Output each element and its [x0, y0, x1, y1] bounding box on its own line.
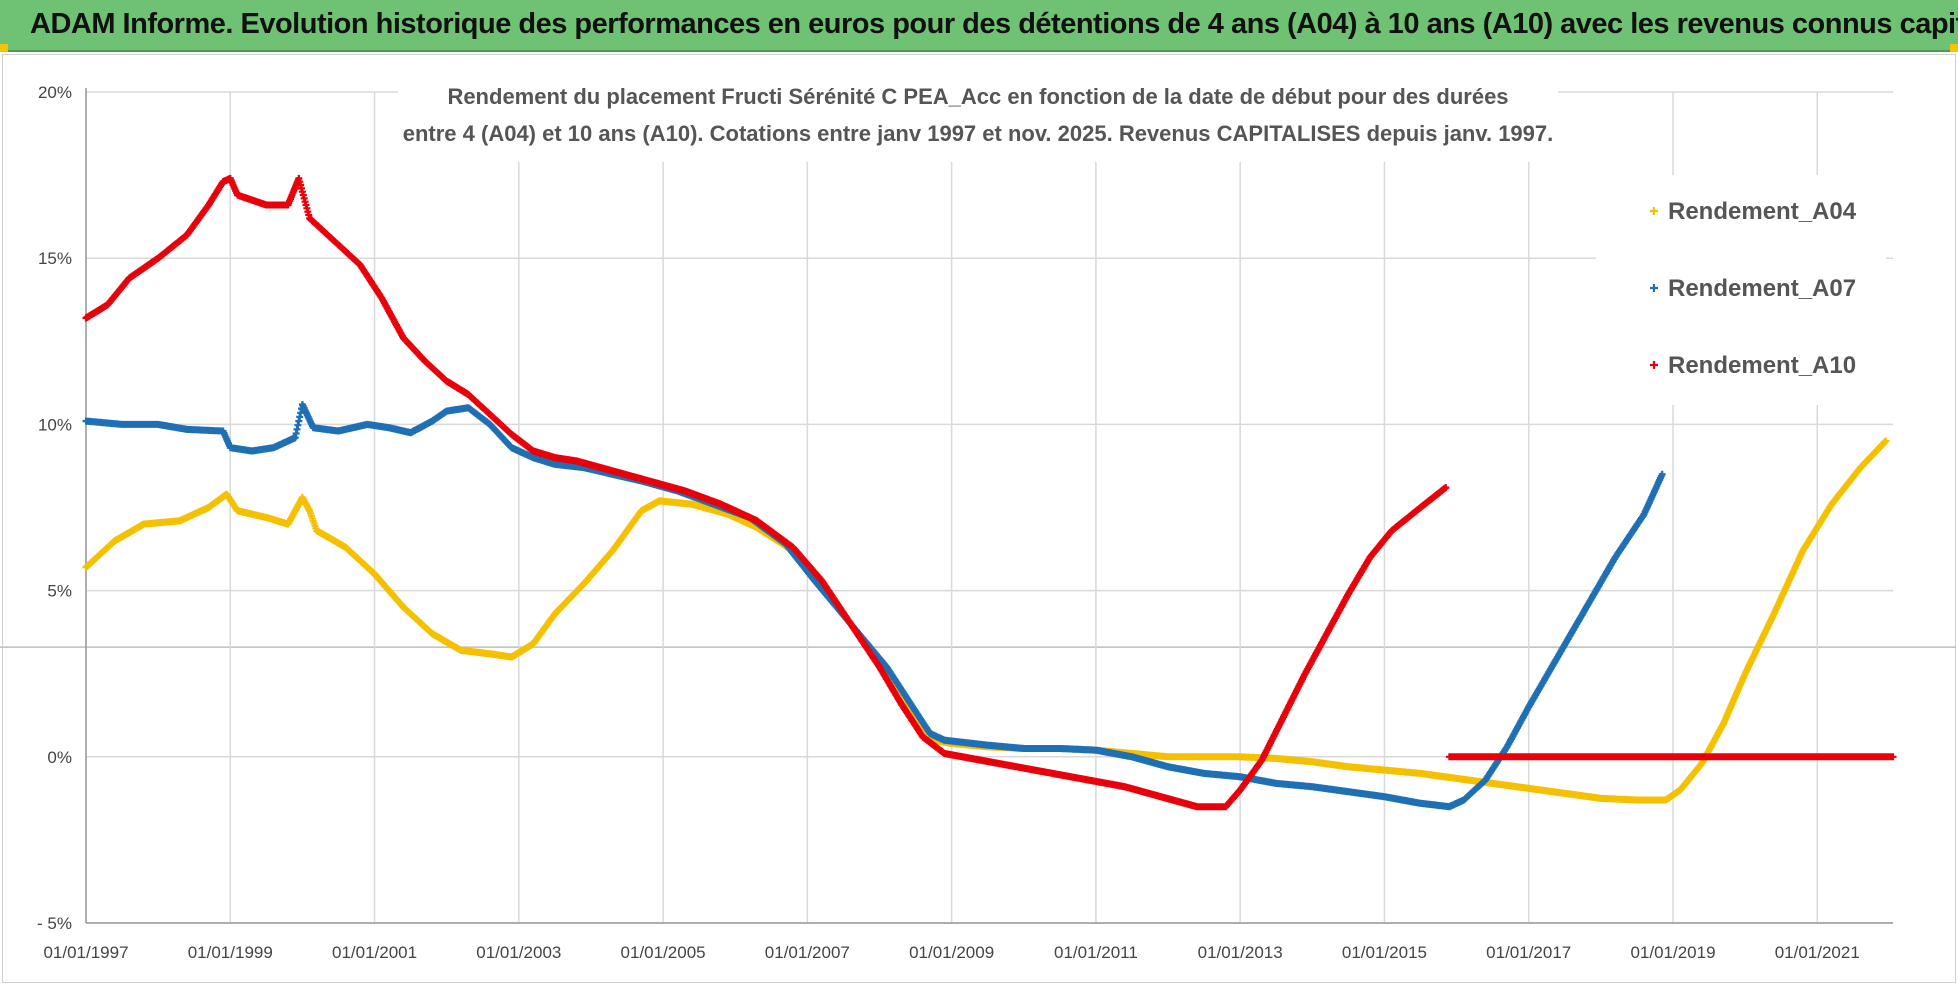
corner-mark-right — [1950, 44, 1958, 52]
legend-label: Rendement_A07 — [1668, 275, 1856, 302]
legend-label: Rendement_A10 — [1668, 352, 1856, 379]
legend-marker — [1650, 207, 1658, 215]
x-tick-label: 01/01/2011 — [1054, 943, 1138, 962]
y-tick-label: 10% — [38, 415, 72, 434]
legend-marker — [1650, 361, 1658, 369]
chart-title-line1: Rendement du placement Fructi Sérénité C… — [447, 84, 1508, 109]
chart-title-line2: entre 4 (A04) et 10 ans (A10). Cotations… — [403, 121, 1554, 146]
x-tick-label: 01/01/2013 — [1198, 943, 1283, 962]
y-tick-label: 0% — [47, 748, 72, 767]
series-Rendement_A10 — [82, 174, 1450, 811]
y-tick-label: 20% — [38, 83, 72, 102]
x-tick-label: 01/01/1997 — [43, 943, 128, 962]
legend-background — [1596, 175, 1886, 405]
banner-title: ADAM Informe. Evolution historique des p… — [30, 8, 1958, 40]
legend-label: Rendement_A04 — [1668, 198, 1857, 225]
series-Rendement_A10 — [1445, 753, 1897, 761]
series-Rendement_A07 — [82, 401, 1666, 811]
header-banner: ADAM Informe. Evolution historique des p… — [0, 0, 1958, 52]
x-tick-label: 01/01/2001 — [332, 943, 417, 962]
chart-title-background — [398, 70, 1558, 162]
x-tick-label: 01/01/1999 — [188, 943, 273, 962]
legend-marker — [1650, 284, 1658, 292]
x-tick-label: 01/01/2019 — [1630, 943, 1715, 962]
x-tick-label: 01/01/2017 — [1486, 943, 1571, 962]
corner-mark-left — [0, 44, 8, 52]
x-tick-label: 01/01/2005 — [621, 943, 706, 962]
x-tick-label: 01/01/2015 — [1342, 943, 1427, 962]
x-tick-label: 01/01/2007 — [765, 943, 850, 962]
y-tick-label: 5% — [47, 582, 72, 601]
x-tick-label: 01/01/2009 — [909, 943, 994, 962]
y-tick-label: 15% — [38, 249, 72, 268]
chart-frame — [2, 54, 1956, 983]
x-tick-label: 01/01/2021 — [1775, 943, 1860, 962]
x-tick-label: 01/01/2003 — [476, 943, 561, 962]
y-tick-label: - 5% — [37, 914, 72, 933]
